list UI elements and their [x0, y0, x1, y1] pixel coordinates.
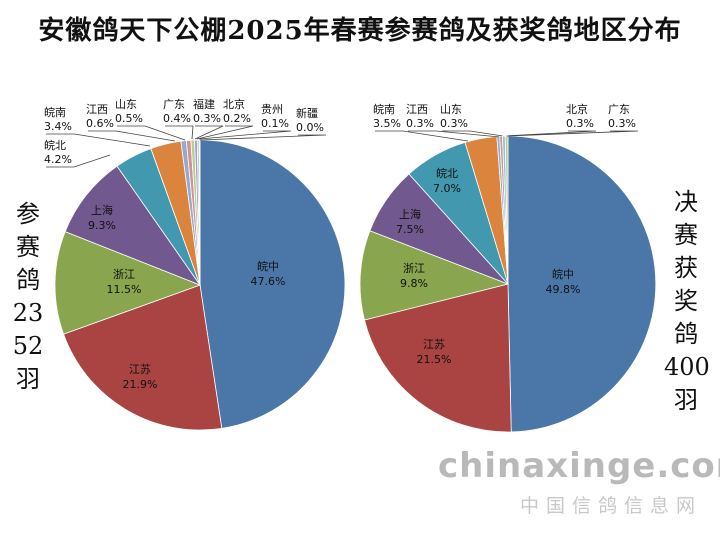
pie-slice-zhejiang — [54, 231, 202, 335]
participant-count-char: 鸽 — [16, 266, 40, 294]
leader-line-beijing — [196, 125, 254, 140]
slice-value-guizhou: 0.1% — [261, 117, 289, 130]
leader-line-beijing — [504, 130, 597, 137]
slice-label-shanghai: 上海 — [91, 203, 113, 217]
slice-value-shanghai: 9.3% — [88, 219, 116, 232]
winner-count-char: 决 — [674, 188, 698, 216]
slice-value-zhejiang: 11.5% — [107, 283, 142, 296]
pie-slice-jiangsu — [63, 284, 223, 431]
winner-count-char: 赛 — [674, 221, 698, 249]
slice-label-wanbei: 皖北 — [44, 138, 66, 152]
slice-label-jiangxi: 江西 — [86, 103, 108, 116]
slice-label-jiangsu: 江苏 — [423, 338, 445, 351]
leader-line-fujian — [194, 125, 224, 140]
slice-value-beijing: 0.3% — [566, 117, 594, 130]
slice-value-wanbei: 7.0% — [433, 182, 461, 195]
slice-label-zhejiang: 浙江 — [403, 262, 425, 275]
slice-label-xinjiang: 新疆 — [296, 106, 318, 120]
participant-count-char: 赛 — [16, 233, 40, 261]
slice-value-beijing: 0.2% — [223, 112, 251, 125]
slice-value-jiangxi: 0.6% — [86, 117, 114, 130]
slice-label-fujian: 福建 — [193, 97, 215, 111]
slice-value-wannan: 3.4% — [44, 120, 72, 133]
slice-label-beijing: 北京 — [223, 97, 245, 111]
pie-slice-shanghai — [64, 165, 202, 286]
watermark-subtitle: 中国信鸽信息网 — [520, 495, 703, 517]
leader-line-guangdong — [165, 125, 194, 140]
slice-label-wanzhong: 皖中 — [552, 267, 574, 281]
winner-count-char: 获 — [674, 254, 698, 282]
slice-label-wannan: 皖南 — [373, 102, 395, 116]
slice-value-wannan: 3.5% — [373, 117, 401, 130]
slice-label-guizhou: 贵州 — [261, 103, 283, 116]
slice-value-wanbei: 4.2% — [44, 153, 72, 166]
leader-line-xinjiang — [199, 134, 327, 141]
slice-value-wanzhong: 49.8% — [546, 283, 581, 296]
winner-count-char: 奖 — [674, 287, 698, 315]
pie-chart-winners: 皖中 49.8% 江苏 21.5% 浙江 9.8% 上海 7.5% 皖北 7.0% 皖南3.5% 江西… — [359, 102, 657, 433]
slice-label-shanghai: 上海 — [399, 207, 421, 221]
slice-label-wannan: 皖南 — [44, 105, 66, 119]
slice-label-guangdong: 广东 — [608, 103, 630, 116]
participant-count-char: 参 — [16, 200, 40, 228]
slice-value-shandong: 0.5% — [115, 112, 143, 125]
slice-label-shandong: 山东 — [115, 98, 137, 111]
pie-slice-wanzhong — [199, 139, 346, 429]
participant-count-number: 23 — [12, 299, 44, 327]
slice-label-jiangxi: 江西 — [406, 103, 428, 116]
slice-value-zhejiang: 9.8% — [400, 277, 428, 290]
pie-chart-participants: 皖中 47.6% 江苏 21.9% 浙江 11.5% 上海 9.3% 皖北4.2% 皖南3.4% 江… — [44, 97, 346, 431]
slice-label-zhejiang: 浙江 — [113, 268, 135, 281]
page-title: 安徽鸽天下公棚2025年春赛参赛鸽及获奖鸽地区分布 — [38, 16, 682, 46]
winner-count-label: 决 赛 获 奖 鸽 400 羽 — [664, 186, 710, 417]
pie-slice-zhejiang — [359, 230, 510, 321]
leader-line-guizhou — [198, 130, 292, 140]
slice-value-xinjiang: 0.0% — [296, 121, 324, 134]
slice-value-jiangsu: 21.5% — [417, 353, 452, 366]
slice-value-guangdong: 0.3% — [608, 117, 636, 130]
pie-slice-guizhou — [198, 139, 201, 286]
slice-value-guangdong: 0.4% — [163, 112, 191, 125]
leader-line-wannan — [46, 133, 151, 147]
slice-value-fujian: 0.3% — [193, 112, 221, 125]
participant-count-char: 羽 — [16, 365, 40, 393]
leader-line-wannan — [375, 130, 469, 142]
participant-count-label: 参 赛 鸽 23 52 羽 — [10, 198, 46, 396]
slice-label-guangdong: 广东 — [163, 98, 185, 111]
slice-label-beijing: 北京 — [566, 102, 588, 116]
slice-value-wanzhong: 47.6% — [251, 275, 286, 288]
leader-line-wanbei — [46, 154, 111, 168]
slice-label-jiangsu: 江苏 — [129, 363, 151, 376]
slice-label-wanzhong: 皖中 — [257, 259, 279, 273]
slice-value-shanghai: 7.5% — [396, 223, 424, 236]
leader-line-jiangxi — [88, 130, 176, 142]
slice-value-jiangxi: 0.3% — [406, 117, 434, 130]
leader-line-jiangxi — [408, 130, 501, 138]
winner-count-char: 羽 — [674, 386, 698, 414]
leader-line-guangdong — [506, 130, 639, 137]
slice-value-shandong: 0.3% — [440, 117, 468, 130]
slice-value-jiangsu: 21.9% — [123, 378, 158, 391]
participant-count-number: 52 — [12, 332, 44, 360]
leader-line-shandong — [442, 130, 504, 137]
leader-line-shandong — [117, 125, 186, 141]
slice-label-shandong: 山东 — [440, 103, 462, 116]
pie-slice-jiangsu — [363, 283, 512, 433]
winner-count-number: 400 — [664, 353, 710, 381]
winner-count-char: 鸽 — [674, 320, 698, 348]
slice-label-wanbei: 皖北 — [436, 166, 458, 180]
pie-slice-wanzhong — [507, 135, 657, 433]
watermark-logo: chinaxinge.com — [438, 446, 720, 486]
